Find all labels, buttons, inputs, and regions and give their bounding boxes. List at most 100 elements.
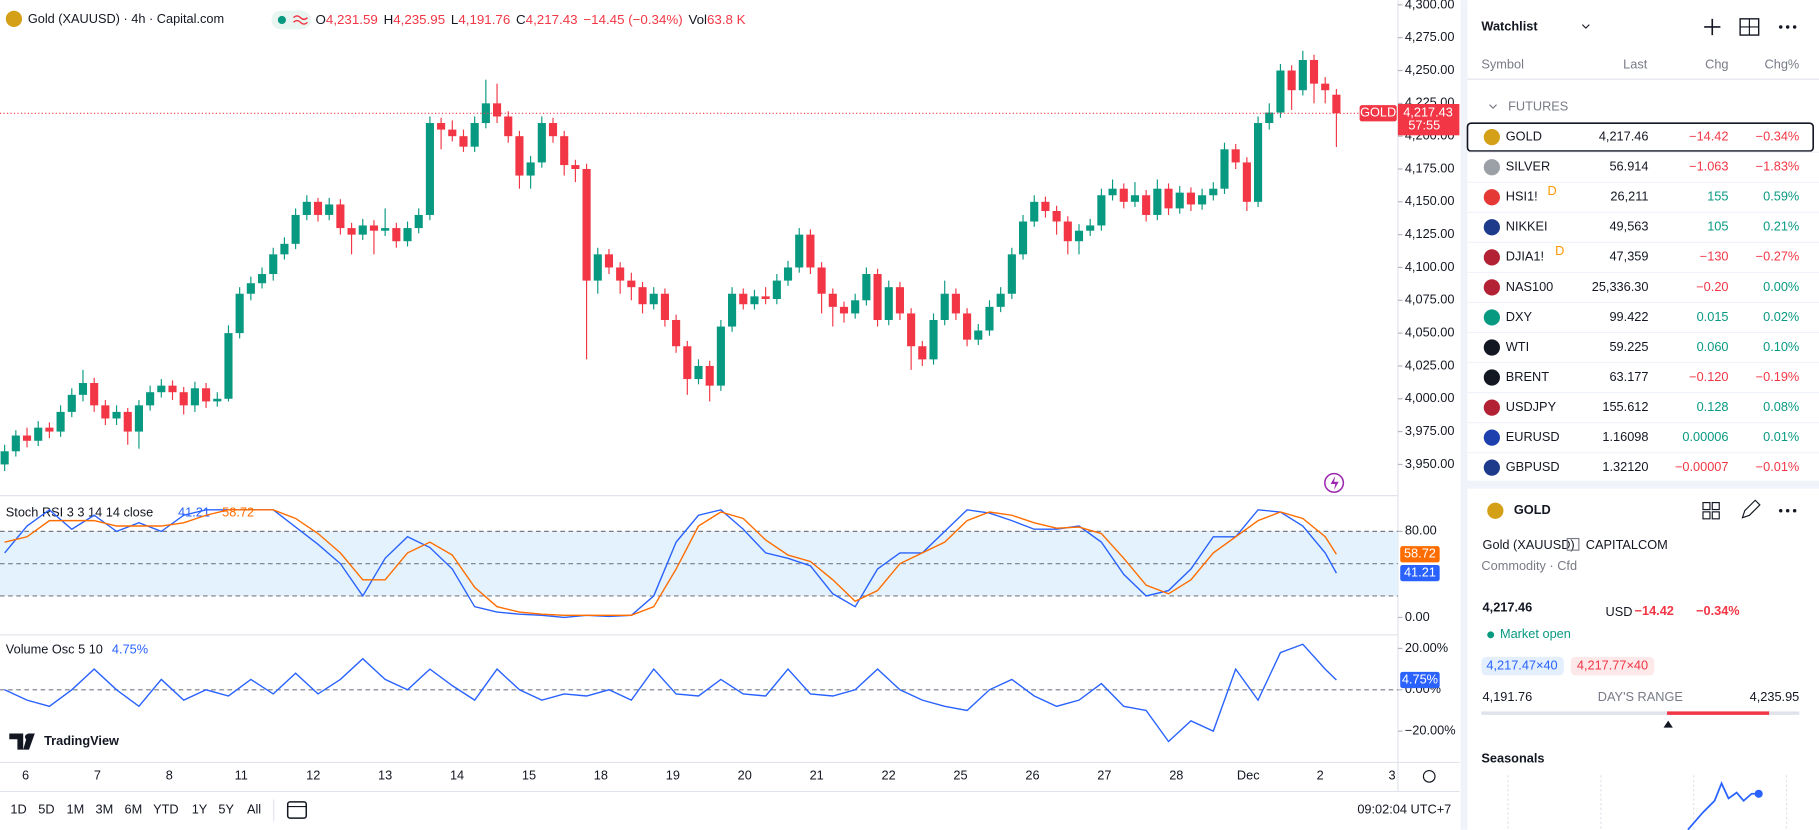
header-text: Vol: [688, 12, 707, 27]
row-last: 155.612: [1602, 399, 1648, 414]
edit-button[interactable]: [1741, 499, 1761, 519]
row-symbol[interactable]: DXY: [1506, 309, 1533, 324]
header-text: O: [316, 12, 326, 27]
symbol-icon: [1483, 279, 1500, 296]
candle-body: [101, 405, 110, 419]
more-button[interactable]: [1785, 508, 1790, 513]
ask: 4,217.77×40: [1577, 658, 1648, 673]
candle-body: [593, 254, 602, 281]
candle-body: [448, 129, 457, 137]
more-button[interactable]: [1778, 508, 1783, 513]
row-last: 1.16098: [1602, 429, 1648, 444]
x-tick-label: 18: [594, 768, 608, 783]
calendar-button[interactable]: [286, 801, 308, 819]
value-tag: 4.75%: [1402, 671, 1438, 686]
candle-body: [1063, 221, 1072, 242]
details-currency: USD: [1606, 604, 1633, 619]
x-tick-label: 11: [235, 768, 248, 783]
row-symbol[interactable]: SILVER: [1506, 159, 1550, 174]
candle-body: [616, 267, 625, 281]
row-change-pct: −0.19%: [1756, 369, 1800, 384]
alert-icon[interactable]: [1324, 472, 1345, 493]
row-symbol[interactable]: GBPUSD: [1506, 459, 1560, 474]
indicator-line: [4, 643, 1337, 743]
details-change-pct: −0.34%: [1696, 603, 1740, 618]
range-button[interactable]: 5Y: [218, 801, 234, 816]
candle-body: [1254, 123, 1263, 202]
header-text: 4,235.95: [393, 12, 445, 27]
candle-body: [1332, 94, 1341, 114]
candle-body: [739, 293, 748, 305]
row-symbol[interactable]: HSI1!: [1506, 189, 1538, 204]
x-tick-label: 6: [22, 768, 29, 783]
row-symbol[interactable]: NIKKEI: [1506, 219, 1548, 234]
details-change: −14.42: [1635, 603, 1674, 618]
range-button[interactable]: 5D: [38, 801, 54, 816]
candle-body: [604, 254, 614, 268]
candle-body: [705, 365, 714, 386]
symbol-icon: [1483, 339, 1500, 356]
candle-body: [1242, 162, 1251, 202]
range-button[interactable]: 1D: [10, 801, 26, 816]
candle-body: [1321, 83, 1330, 91]
row-symbol[interactable]: EURUSD: [1506, 429, 1560, 444]
row-symbol[interactable]: USDJPY: [1506, 399, 1557, 414]
candle-body: [783, 267, 793, 281]
row-symbol[interactable]: NAS100: [1506, 279, 1554, 294]
more-button[interactable]: [1792, 508, 1797, 513]
candle-body: [895, 287, 905, 314]
candle-body: [638, 287, 647, 305]
row-symbol[interactable]: GOLD: [1506, 129, 1542, 144]
candle-body: [795, 234, 804, 268]
bid: 4,217.47×40: [1486, 658, 1557, 673]
delay-icon: [293, 15, 308, 25]
group-toggle[interactable]: [1489, 104, 1497, 109]
watchlist-title[interactable]: Watchlist: [1481, 18, 1538, 33]
more-button[interactable]: [1778, 25, 1783, 29]
market-status: Market open: [1500, 626, 1571, 641]
more-button[interactable]: [1785, 25, 1790, 29]
range-button[interactable]: 3M: [96, 801, 114, 816]
row-last: 49,563: [1609, 219, 1648, 234]
candle-body: [963, 313, 972, 340]
candle-body: [1086, 225, 1095, 231]
y-tick-label: 4,125.00: [1405, 226, 1455, 241]
range-button[interactable]: All: [247, 801, 261, 816]
y-tick-label: 4,100.00: [1405, 259, 1455, 274]
external-link[interactable]: [1566, 537, 1580, 551]
range-button[interactable]: YTD: [153, 801, 179, 816]
row-symbol[interactable]: WTI: [1506, 339, 1529, 354]
candle-body: [571, 165, 580, 169]
candle-body: [761, 296, 770, 299]
range-button[interactable]: 1M: [67, 801, 85, 816]
row-change-pct: −1.83%: [1756, 159, 1800, 174]
candle-body: [750, 296, 759, 305]
grid-button[interactable]: [1702, 502, 1711, 511]
row-change-pct: 0.00%: [1763, 279, 1799, 294]
row-symbol[interactable]: DJIA1!: [1506, 249, 1544, 264]
column-header: Chg%: [1765, 57, 1800, 72]
symbol-icon: [1483, 219, 1500, 236]
candle-body: [425, 123, 434, 215]
header-text: H: [384, 12, 394, 27]
row-change: −0.00007: [1675, 459, 1729, 474]
x-tick-label: 15: [522, 768, 536, 783]
range-button[interactable]: 1Y: [192, 801, 208, 816]
row-change: −0.120: [1689, 369, 1728, 384]
settings-button[interactable]: [1422, 769, 1436, 783]
more-button[interactable]: [1792, 25, 1797, 29]
bid-pill: [1481, 656, 1564, 676]
candle-body: [90, 383, 99, 406]
add-symbol-button[interactable]: [1704, 18, 1721, 36]
details-category: Commodity · Cfd: [1481, 558, 1577, 573]
row-symbol[interactable]: BRENT: [1506, 369, 1549, 384]
range-button[interactable]: 6M: [125, 801, 143, 816]
alert-icon-bolt: [1330, 475, 1339, 490]
row-last: 59.225: [1609, 339, 1648, 354]
symbol-icon: [1483, 399, 1500, 416]
candle-body: [817, 267, 826, 294]
candle-body: [179, 392, 188, 406]
range-track: [1481, 711, 1800, 715]
candle-body: [1052, 211, 1061, 222]
